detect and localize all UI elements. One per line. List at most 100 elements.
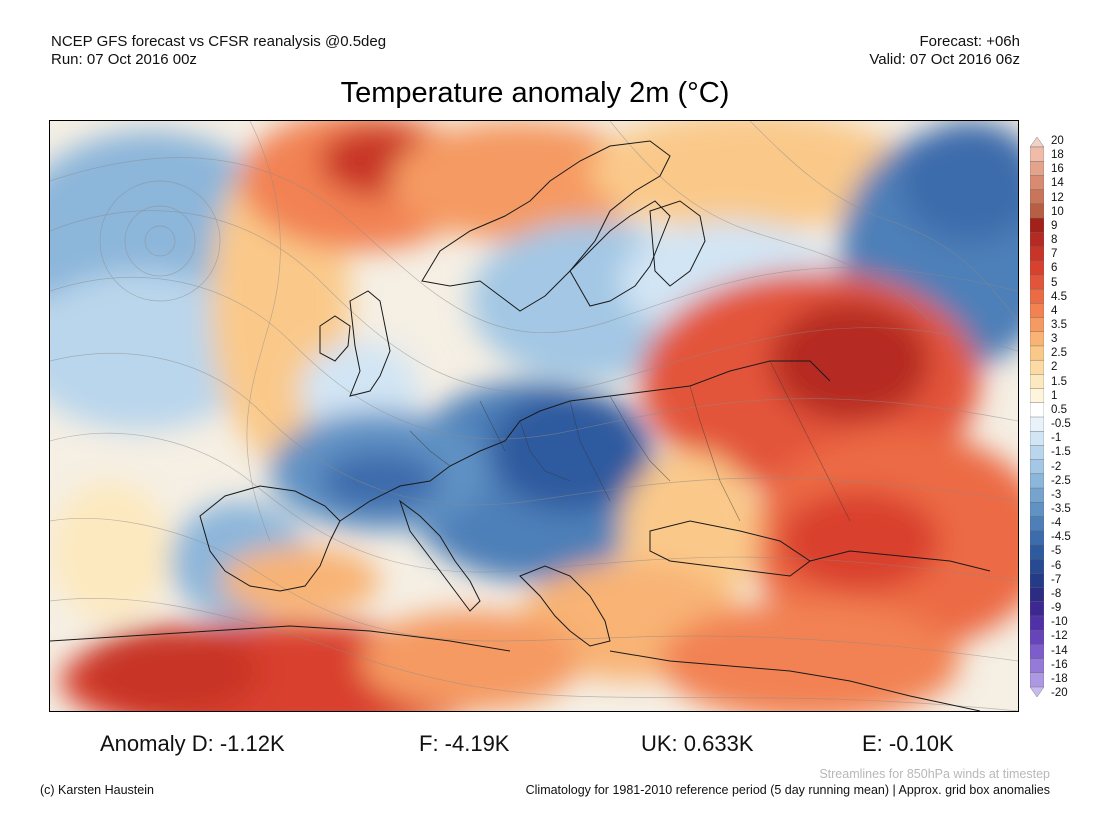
- header-right: Forecast: +06h Valid: 07 Oct 2016 06z: [869, 33, 1020, 69]
- colorbar-tick-label: -3: [1051, 488, 1062, 501]
- colorbar-swatch: [1030, 644, 1044, 660]
- colorbar-swatch: [1030, 388, 1044, 404]
- colorbar-tick-label: 4: [1051, 304, 1058, 317]
- colorbar-swatch: [1030, 189, 1044, 205]
- streamlines: [50, 121, 1018, 711]
- colorbar-swatch: [1030, 217, 1044, 233]
- streamlines-note: Streamlines for 850hPa winds at timestep: [819, 767, 1050, 781]
- anomaly-e: E: -0.10K: [862, 731, 954, 756]
- colorbar-tick-label: 10: [1051, 205, 1064, 218]
- anomaly-field: [50, 121, 1018, 711]
- forecast-lead: Forecast: +06h: [919, 33, 1020, 50]
- colorbar-swatch: [1030, 587, 1044, 603]
- colorbar-swatch: [1030, 260, 1044, 276]
- colorbar-swatch: [1030, 317, 1044, 333]
- colorbar-tick-label: -6: [1051, 559, 1062, 572]
- colorbar-tick-label: -18: [1051, 672, 1068, 685]
- colorbar-tick-label: -9: [1051, 602, 1062, 615]
- colorbar-swatch: [1030, 629, 1044, 645]
- colorbar-swatch: [1030, 445, 1044, 461]
- colorbar-tick-label: -1: [1051, 432, 1062, 445]
- colorbar-tick-label: -3.5: [1051, 503, 1071, 515]
- colorbar-swatch: [1030, 473, 1044, 489]
- colorbar-tick-label: -2: [1051, 460, 1062, 473]
- colorbar-swatch: [1030, 146, 1044, 162]
- colorbar-tick-label: 3: [1051, 333, 1058, 346]
- colorbar-swatch: [1030, 374, 1044, 390]
- colorbar-swatch: [1030, 175, 1044, 191]
- colorbar-tick-label: -12: [1051, 630, 1068, 643]
- colorbar-tick-label: 9: [1051, 219, 1058, 232]
- header-left: NCEP GFS forecast vs CFSR reanalysis @0.…: [51, 33, 386, 69]
- colorbar-tick-label: -7: [1051, 573, 1062, 586]
- colorbar-tick-label: 12: [1051, 191, 1064, 204]
- colorbar-swatch: [1030, 303, 1044, 319]
- credit: (c) Karsten Haustein: [40, 783, 154, 797]
- colorbar-tick-label: 1.5: [1051, 375, 1067, 388]
- colorbar-tick-label: -10: [1051, 616, 1068, 629]
- colorbar-tick-label: -8: [1051, 587, 1062, 600]
- colorbar-tick-label: 8: [1051, 234, 1058, 247]
- anomaly-map-graphic: [50, 121, 1018, 711]
- colorbar-tick-label: 5: [1051, 276, 1058, 289]
- colorbar-tick-label: 0.5: [1051, 403, 1067, 416]
- colorbar-swatch: [1030, 516, 1044, 532]
- climatology-note: Climatology for 1981-2010 reference peri…: [525, 783, 1050, 797]
- colorbar-swatch: [1030, 615, 1044, 631]
- colorbar-swatch: [1030, 573, 1044, 589]
- colorbar-swatch: [1030, 274, 1044, 290]
- model-description: NCEP GFS forecast vs CFSR reanalysis @0.…: [51, 33, 387, 50]
- colorbar-tick-label: 2: [1051, 361, 1058, 374]
- colorbar-swatch: [1030, 601, 1044, 617]
- map-title: Temperature anomaly 2m (°C): [340, 77, 730, 109]
- colorbar-swatch: [1030, 345, 1044, 361]
- colorbar-labels: 20 18 16 14 12 10 9 8 7 6 5 4.5 4 3.5 3 2.5 2 1.5 1 0.5 -0.5…: [1051, 135, 1091, 699]
- colorbar-tick-label: -16: [1051, 658, 1068, 671]
- colorbar-tick-label: -4: [1051, 517, 1062, 530]
- colorbar-swatch: [1030, 232, 1044, 247]
- colorbar-swatch: [1030, 288, 1044, 304]
- colorbar-tick-label: 16: [1051, 163, 1064, 176]
- borders: [409, 360, 851, 522]
- colorbar-tick-label: -0.5: [1051, 418, 1071, 431]
- colorbar-swatch: [1030, 416, 1044, 432]
- colorbar-swatch: [1030, 530, 1044, 546]
- colorbar-tick-label: 1: [1051, 389, 1058, 402]
- colorbar-tick-label: 20: [1051, 135, 1064, 147]
- colorbar-swatch: [1030, 459, 1044, 475]
- colorbar-tick-label: -4.5: [1051, 531, 1071, 544]
- colorbar-tick-label: -2.5: [1051, 474, 1071, 487]
- colorbar-tick-label: 4.5: [1051, 290, 1067, 303]
- colorbar-swatch: [1030, 658, 1044, 674]
- run-time: Run: 07 Oct 2016 00z: [51, 51, 197, 68]
- colorbar-swatch: [1030, 672, 1044, 688]
- colorbar-swatch: [1030, 686, 1044, 697]
- valid-time: Valid: 07 Oct 2016 06z: [869, 51, 1020, 68]
- colorbar-tick-label: 2.5: [1051, 347, 1067, 360]
- colorbar-swatch: [1030, 502, 1044, 517]
- colorbar-swatch: [1030, 203, 1044, 219]
- anomaly-f: F: -4.19K: [419, 731, 510, 756]
- colorbar-swatch: [1030, 137, 1044, 148]
- colorbar-tick-label: 3.5: [1051, 319, 1067, 331]
- anomaly-uk: UK: 0.633K: [641, 731, 754, 756]
- colorbar-tick-label: 18: [1051, 149, 1064, 162]
- colorbar-swatch: [1030, 161, 1044, 176]
- colorbar-tick-label: 14: [1051, 177, 1064, 190]
- colorbar-tick-label: 7: [1051, 248, 1058, 261]
- colorbar-tick-label: -5: [1051, 545, 1062, 558]
- colorbar-swatch: [1030, 487, 1044, 503]
- colorbar-swatch: [1030, 544, 1044, 560]
- colorbar-swatch: [1030, 431, 1044, 446]
- anomaly-d: Anomaly D: -1.12K: [100, 731, 285, 756]
- colorbar: [1030, 137, 1044, 697]
- colorbar-tick-label: 6: [1051, 262, 1058, 275]
- colorbar-tick-label: -14: [1051, 644, 1068, 657]
- colorbar-swatch: [1030, 331, 1044, 347]
- colorbar-swatch: [1030, 402, 1044, 418]
- colorbar-swatch: [1030, 359, 1044, 375]
- anomaly-map: [49, 120, 1019, 712]
- colorbar-swatch: [1030, 558, 1044, 574]
- colorbar-tick-label: -20: [1051, 687, 1068, 699]
- colorbar-tick-label: -1.5: [1051, 446, 1071, 459]
